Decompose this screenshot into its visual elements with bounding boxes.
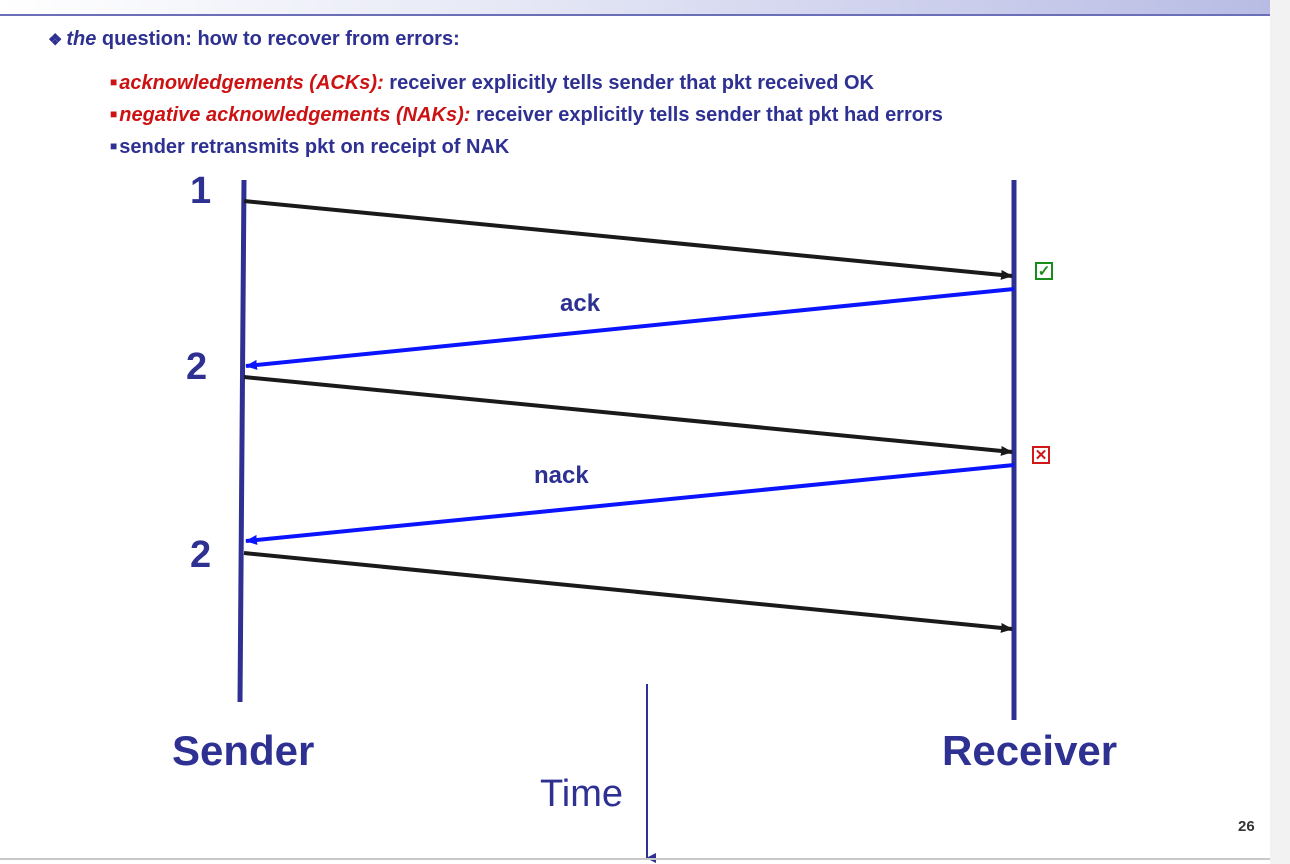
bullet-term: negative acknowledgements (NAKs):	[119, 104, 471, 126]
data-arrow-pkt2	[243, 375, 1013, 456]
check-box-icon: ✓	[1035, 262, 1053, 280]
bullet-list: ■ acknowledgements (ACKs): receiver expli…	[110, 68, 943, 164]
error-box-icon: ✕	[1032, 446, 1050, 464]
right-gutter	[1270, 0, 1290, 864]
bullet-item: ■ sender retransmits pkt on receipt of NA…	[110, 132, 943, 164]
data-arrow-retransmit	[243, 551, 1013, 633]
ack-label: ack	[560, 290, 601, 317]
time-label: Time	[540, 773, 624, 815]
question-text: question: how to recover from errors:	[96, 28, 460, 50]
seq-label-2-retransmit: 2	[190, 534, 212, 576]
receiver-label: Receiver	[942, 727, 1118, 774]
nack-arrow	[245, 463, 1015, 545]
header-rule	[0, 0, 1270, 16]
seq-label-1: 1	[190, 170, 212, 212]
bullet-item: ■ negative acknowledgements (NAKs): recei…	[110, 100, 943, 132]
sender-timeline	[237, 179, 247, 703]
ack-arrow	[245, 287, 1015, 370]
nack-label: nack	[534, 462, 589, 489]
bullet-text: receiver explicitly tells sender that pk…	[470, 104, 943, 126]
question-prefix: the	[66, 28, 97, 50]
square-bullet-icon: ■	[110, 75, 118, 89]
bullet-term: acknowledgements (ACKs):	[119, 72, 384, 94]
question-line: ❖ the question: how to recover from error…	[48, 28, 460, 51]
page-number: 26	[1238, 818, 1255, 835]
square-bullet-icon: ■	[110, 107, 118, 121]
sender-label: Sender	[172, 727, 315, 774]
bullet-text: receiver explicitly tells sender that pk…	[383, 72, 874, 94]
footer-rule	[0, 858, 1270, 860]
square-bullet-icon: ■	[110, 139, 118, 153]
bullet-item: ■ acknowledgements (ACKs): receiver expli…	[110, 68, 943, 100]
diamond-bullet-icon: ❖	[48, 32, 63, 49]
data-arrow-pkt1	[243, 199, 1013, 280]
bullet-text: sender retransmits pkt on receipt of NAK	[119, 136, 510, 158]
seq-label-2: 2	[186, 346, 208, 388]
